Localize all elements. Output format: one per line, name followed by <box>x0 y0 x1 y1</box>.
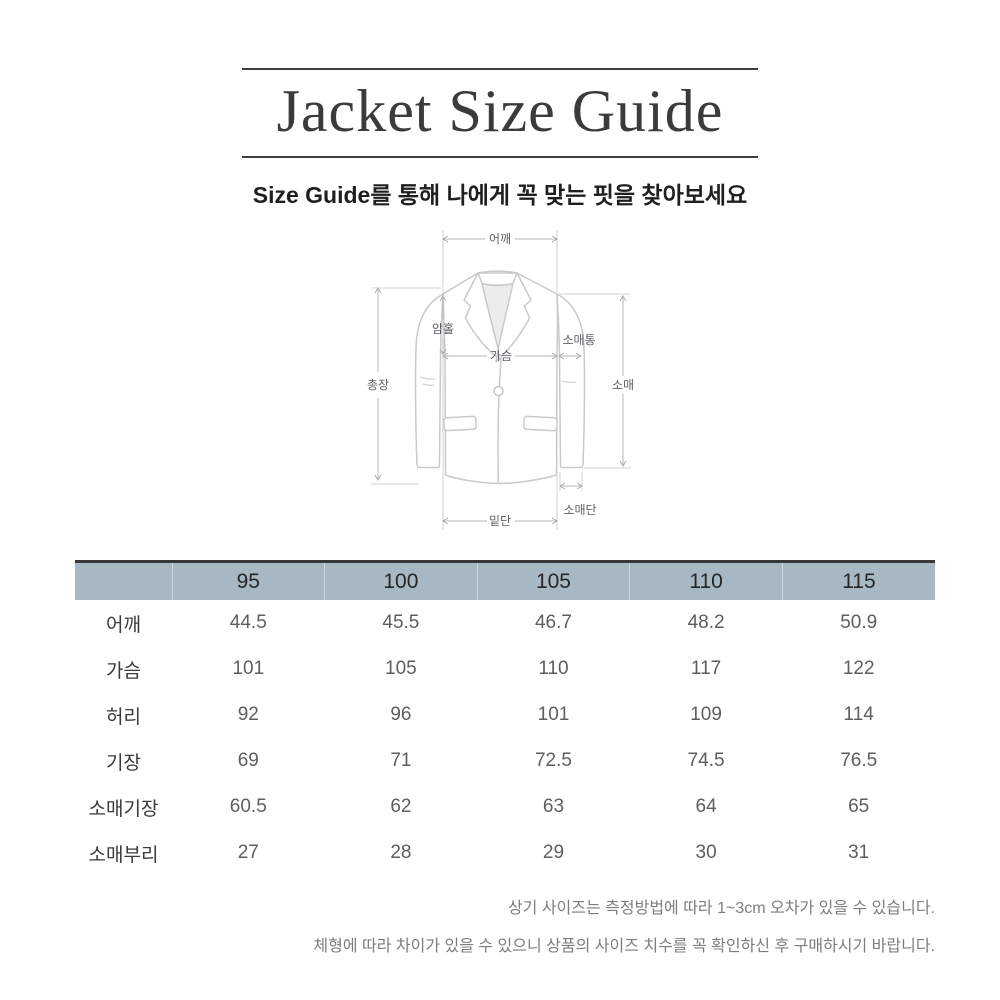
size-column-header: 95 <box>171 561 325 600</box>
size-value: 44.5 <box>229 612 267 633</box>
label-hem: 밑단 <box>489 514 511 528</box>
size-value: 109 <box>690 704 722 725</box>
label-sleeve-width: 소매통 <box>562 333 595 347</box>
size-value: 76.5 <box>840 750 878 771</box>
size-value: 50.9 <box>840 612 878 633</box>
row-label: 어깨 <box>106 614 141 636</box>
size-column-header: 100 <box>324 561 478 600</box>
size-value: 62 <box>390 796 412 817</box>
label-total-length: 총장 <box>367 378 389 392</box>
size-value: 46.7 <box>534 612 572 633</box>
sleeve-wrinkles-right <box>561 380 576 383</box>
size-column-header: 110 <box>629 561 783 600</box>
page-subtitle: Size Guide를 통해 나에게 꼭 맞는 핏을 찾아보세요 <box>252 182 748 208</box>
page-title: Jacket Size Guide <box>276 78 724 144</box>
sleeve-wrinkles-left <box>420 376 436 386</box>
label-cuff: 소매단 <box>563 503 596 517</box>
jacket-sleeve-left <box>414 293 444 469</box>
size-value: 96 <box>390 704 412 725</box>
note-line-2: 체형에 따라 차이가 있을 수 있으니 상품의 사이즈 치수를 꼭 확인하신 후… <box>313 938 935 955</box>
size-value: 60.5 <box>229 796 267 817</box>
size-table-header-row: 95 100 105 110 115 <box>75 561 935 600</box>
size-value: 122 <box>842 658 875 679</box>
row-label: 소매기장 <box>88 798 159 820</box>
collar-top-edge <box>477 270 518 274</box>
jacket-front-line <box>497 359 502 484</box>
row-label: 허리 <box>106 706 141 728</box>
label-shoulder: 어깨 <box>489 232 511 246</box>
jacket-measurement-diagram: 어깨 총장 암홀 가슴 소매통 소매 소매단 밑단 <box>367 230 634 530</box>
row-label: 기장 <box>106 752 141 774</box>
size-value: 92 <box>237 704 259 725</box>
title-rule-bottom <box>242 156 758 158</box>
size-notes: 상기 사이즈는 측정방법에 따라 1~3cm 오차가 있을 수 있습니다. 체형… <box>75 890 935 966</box>
table-row: 어깨 44.5 45.5 46.7 48.2 50.9 <box>75 600 935 646</box>
size-value: 63 <box>542 796 565 817</box>
size-value: 27 <box>237 842 259 863</box>
jacket-button <box>493 385 504 397</box>
size-value: 30 <box>695 842 717 863</box>
row-label: 소매부리 <box>88 844 159 866</box>
jacket-sleeve-right <box>556 293 586 469</box>
size-value: 71 <box>390 750 412 771</box>
size-value: 28 <box>390 842 412 863</box>
size-value: 101 <box>537 704 570 725</box>
table-row: 가슴 101 105 110 117 122 <box>75 646 935 692</box>
collar-bottom-edge <box>481 282 514 287</box>
table-row: 기장 69 71 72.5 74.5 76.5 <box>75 738 935 784</box>
size-value: 114 <box>843 704 874 725</box>
label-sleeve-length: 소매 <box>612 378 634 392</box>
size-value: 72.5 <box>534 750 572 771</box>
label-chest: 가슴 <box>490 349 512 363</box>
size-value: 101 <box>232 658 265 679</box>
size-table-corner-cell <box>75 561 172 600</box>
size-value: 74.5 <box>687 750 725 771</box>
jacket-pocket-right <box>523 415 558 432</box>
title-rule-top <box>242 68 758 70</box>
size-value: 69 <box>237 750 259 771</box>
jacket-pocket-left <box>443 415 477 432</box>
size-value: 48.2 <box>687 612 725 633</box>
table-row: 소매기장 60.5 62 63 64 65 <box>75 784 935 830</box>
size-value: 64 <box>695 796 717 817</box>
size-value: 31 <box>848 842 870 863</box>
size-table: 95 100 105 110 115 어깨 44.5 45.5 46.7 48.… <box>75 560 935 876</box>
size-column-header: 115 <box>781 561 935 600</box>
label-armhole: 암홀 <box>432 322 454 336</box>
note-line-1: 상기 사이즈는 측정방법에 따라 1~3cm 오차가 있을 수 있습니다. <box>507 900 935 917</box>
jacket-inner-v <box>482 284 513 359</box>
size-value: 117 <box>690 658 722 679</box>
size-value: 45.5 <box>382 612 420 633</box>
jacket-lapel-right <box>495 272 532 363</box>
table-row: 허리 92 96 101 109 114 <box>75 692 935 738</box>
table-row: 소매부리 27 28 29 30 31 <box>75 830 935 876</box>
size-value: 65 <box>848 796 870 817</box>
size-value: 29 <box>542 842 565 863</box>
size-value: 105 <box>385 658 417 679</box>
row-label: 가슴 <box>106 660 141 682</box>
size-value: 110 <box>538 658 569 679</box>
jacket-illustration <box>414 270 586 485</box>
title-block: Jacket Size Guide <box>242 68 758 158</box>
size-column-header: 105 <box>476 561 630 600</box>
